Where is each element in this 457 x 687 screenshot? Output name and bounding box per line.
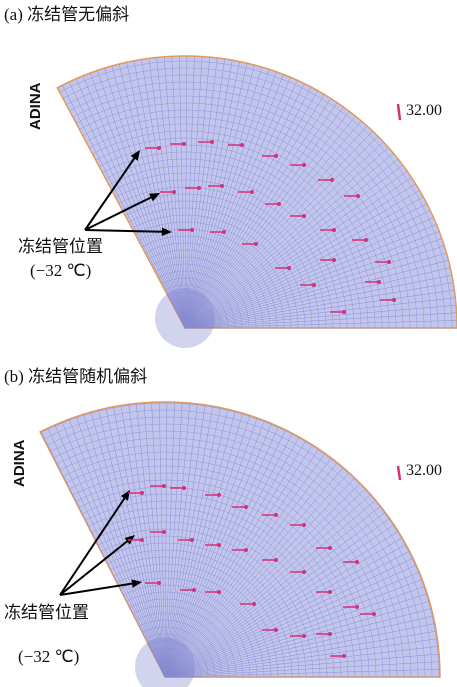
pipe-dot: [162, 484, 166, 488]
pipe-dot: [182, 142, 186, 146]
pipe-dot: [197, 186, 201, 190]
pipe-dot: [328, 590, 332, 594]
pipe-dot: [274, 558, 278, 562]
pipe-dot: [217, 590, 221, 594]
pipe-dot: [330, 178, 334, 182]
panel-title: (b) 冻结管随机偏斜: [4, 367, 147, 386]
pipe-dot: [302, 570, 306, 574]
pipe-dot: [342, 654, 346, 658]
figure: (a) 冻结管无偏斜 ADINA 32.00 冻结管位置 (−32 ℃) (b)…: [0, 0, 457, 687]
pipe-dot: [240, 143, 244, 147]
pipe-dot: [222, 230, 226, 234]
pipe-dot: [244, 548, 248, 552]
pipe-dot: [355, 605, 359, 609]
annotation: 冻结管位置: [4, 603, 89, 622]
pipe-dot: [190, 228, 194, 232]
annotation-temp: (−32 ℃): [18, 647, 79, 666]
pipe-dot: [302, 163, 306, 167]
pipe-dot: [356, 194, 360, 198]
pipe-dot: [302, 634, 306, 638]
pipe-dot: [342, 310, 346, 314]
legend-mark: [398, 104, 400, 120]
pipe-dot: [162, 530, 166, 534]
pipe-dot: [274, 628, 278, 632]
pipe-dot: [274, 513, 278, 517]
pipe-dot: [217, 543, 221, 547]
pipe-dot: [157, 146, 161, 150]
pipe-dot: [377, 280, 381, 284]
core: [155, 288, 215, 348]
software-label: ADINA: [27, 82, 44, 130]
pipe-dot: [387, 260, 391, 264]
pipe-dot: [332, 228, 336, 232]
pipe-dot: [217, 493, 221, 497]
panel-title: (a) 冻结管无偏斜: [4, 5, 129, 24]
pipe-dot: [302, 214, 306, 218]
pipe-dot: [277, 202, 281, 206]
pipe-dot: [332, 258, 336, 262]
pipe-dot: [190, 538, 194, 542]
mesh-a: [57, 56, 457, 348]
pipe-dot: [392, 298, 396, 302]
software-label: ADINA: [11, 439, 28, 487]
mesh-b: [40, 402, 440, 687]
pipe-dot: [182, 486, 186, 490]
pipe-dot: [287, 266, 291, 270]
pipe-dot: [364, 238, 368, 242]
annotation-temp: (−32 ℃): [30, 261, 91, 280]
pipe-dot: [312, 283, 316, 287]
pipe-dot: [140, 538, 144, 542]
pipe-dot: [250, 190, 254, 194]
pipe-dot: [252, 602, 256, 606]
legend-value: 32.00: [406, 102, 442, 119]
pipe-dot: [254, 242, 258, 246]
sector: [57, 56, 457, 328]
pipe-dot: [328, 632, 332, 636]
pipe-dot: [274, 154, 278, 158]
pipe-dot: [302, 523, 306, 527]
annotation: 冻结管位置: [18, 237, 103, 256]
legend-value: 32.00: [406, 462, 442, 479]
legend-mark: [398, 466, 400, 480]
pipe-dot: [172, 190, 176, 194]
pipe-dot: [210, 140, 214, 144]
pipe-dot: [355, 560, 359, 564]
pipe-dot: [140, 491, 144, 495]
pipe-dot: [328, 546, 332, 550]
pipe-dot: [192, 588, 196, 592]
pipe-dot: [157, 581, 161, 585]
pipe-dot: [220, 184, 224, 188]
pipe-dot: [372, 612, 376, 616]
pipe-dot: [244, 505, 248, 509]
